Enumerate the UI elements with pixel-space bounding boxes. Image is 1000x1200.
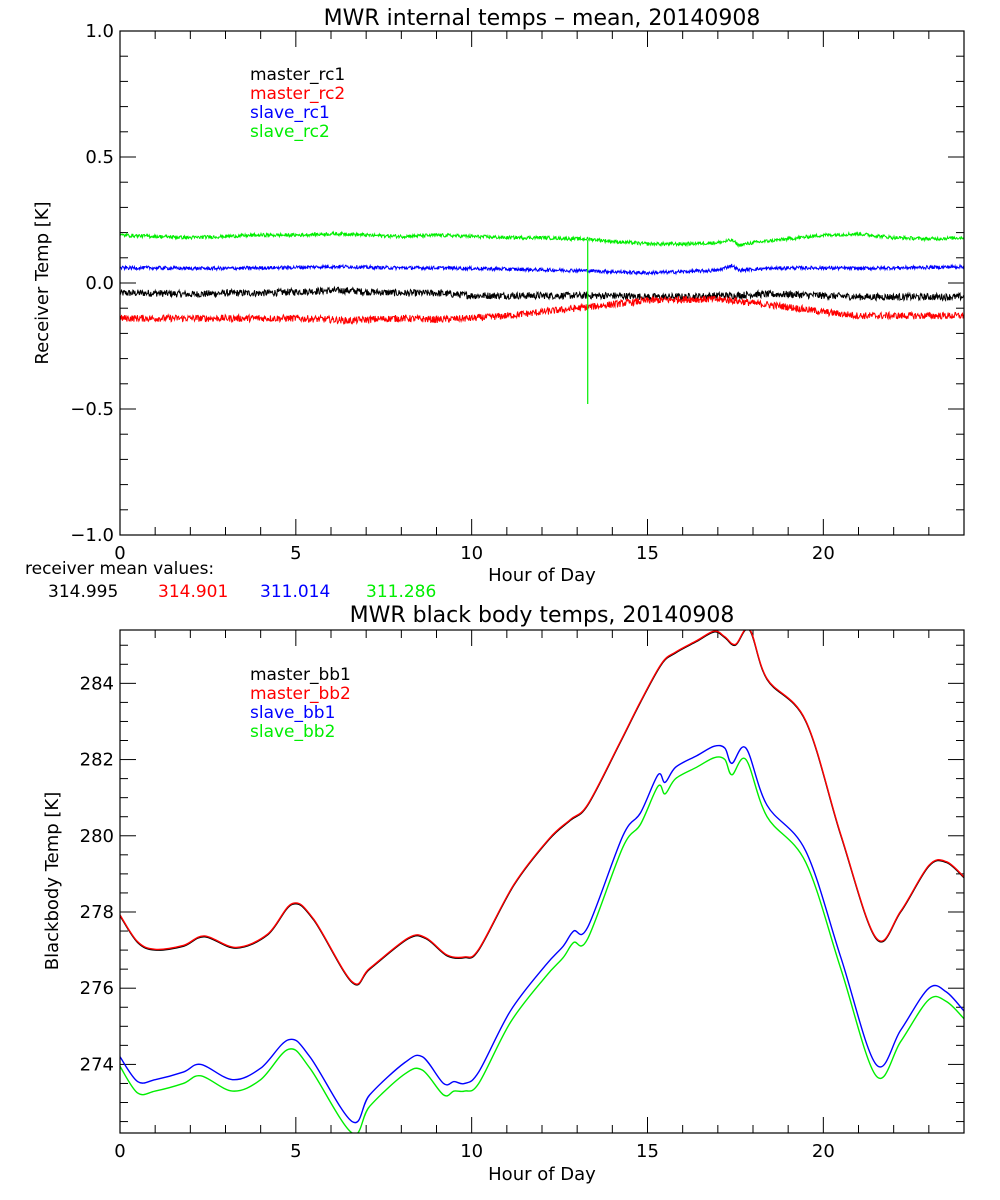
y-tick-label: −1.0 (70, 525, 114, 546)
plot-frame (119, 629, 965, 1134)
series-line-master_rc1 (119, 285, 965, 302)
y-axis-label: Blackbody Temp [K] (42, 792, 63, 970)
legend-entry: slave_rc2 (250, 122, 330, 142)
legend-entry: slave_bb1 (250, 703, 335, 723)
y-tick-label: 278 (80, 902, 114, 923)
x-tick-label: 15 (636, 1141, 659, 1162)
series-line-slave_bb1 (120, 744, 964, 1124)
legend-entry: slave_rc1 (250, 103, 330, 123)
x-tick-label: 15 (636, 543, 659, 564)
x-tick-label: 5 (290, 1141, 301, 1162)
legend: master_rc1 master_rc2 slave_rc1 slave_rc… (250, 65, 345, 142)
mean-value: 311.286 (366, 582, 436, 602)
legend-entry: master_rc1 (250, 65, 345, 85)
y-tick-label: 284 (80, 673, 114, 694)
legend-entry: master_bb1 (250, 665, 351, 685)
y-axis-label: Receiver Temp [K] (32, 201, 53, 364)
series-line-slave_rc2 (119, 230, 965, 248)
x-tick-label: 20 (812, 543, 835, 564)
chart-title: MWR black body temps, 20140908 (350, 603, 735, 628)
x-tick-labels: 0 5 10 15 20 (114, 543, 835, 564)
series-line-slave_bb2 (120, 756, 964, 1133)
series-line-master_rc2 (119, 295, 965, 326)
y-tick-labels: 274 276 278 280 282 284 (80, 673, 114, 1075)
y-tick-label: −0.5 (70, 399, 114, 420)
y-tick-label: 0.5 (85, 147, 114, 168)
series-line-slave_rc1 (119, 263, 965, 276)
y-tick-label: 280 (80, 826, 114, 847)
y-tick-label: 1.0 (85, 21, 114, 42)
mean-value: 314.995 (48, 582, 118, 602)
x-axis-label: Hour of Day (488, 565, 596, 586)
legend-entry: slave_bb2 (250, 722, 335, 742)
receiver-mean-values: receiver mean values: 314.995 314.901 31… (25, 559, 436, 602)
legend-entry: master_rc2 (250, 84, 345, 104)
x-tick-label: 5 (290, 543, 301, 564)
chart-title: MWR internal temps – mean, 20140908 (324, 6, 761, 31)
x-tick-labels: 0 5 10 15 20 (114, 1141, 835, 1162)
y-tick-label: 282 (80, 750, 114, 771)
x-axis-label: Hour of Day (488, 1164, 596, 1185)
series-layer (119, 230, 965, 404)
mean-value: 314.901 (158, 582, 228, 602)
receiver-temps-chart: MWR internal temps – mean, 20140908 0 5 10… (25, 6, 965, 602)
x-tick-label: 10 (460, 543, 483, 564)
mean-value: 311.014 (260, 582, 330, 602)
plot-frame (119, 30, 965, 536)
y-tick-label: 274 (80, 1054, 114, 1075)
x-tick-label: 0 (114, 543, 125, 564)
series-line-master_bb2 (120, 630, 964, 985)
footnote-label: receiver mean values: (25, 559, 214, 579)
blackbody-temps-chart: MWR black body temps, 20140908 0 5 10 15 20 … (42, 603, 965, 1185)
x-tick-label: 10 (460, 1141, 483, 1162)
y-tick-labels: −1.0 −0.5 0.0 0.5 1.0 (70, 21, 114, 546)
x-tick-label: 20 (812, 1141, 835, 1162)
legend-entry: master_bb2 (250, 684, 351, 704)
series-layer (120, 630, 964, 1133)
x-tick-label: 0 (114, 1141, 125, 1162)
legend: master_bb1 master_bb2 slave_bb1 slave_bb… (250, 665, 351, 742)
y-tick-label: 276 (80, 978, 114, 999)
y-tick-label: 0.0 (85, 273, 114, 294)
